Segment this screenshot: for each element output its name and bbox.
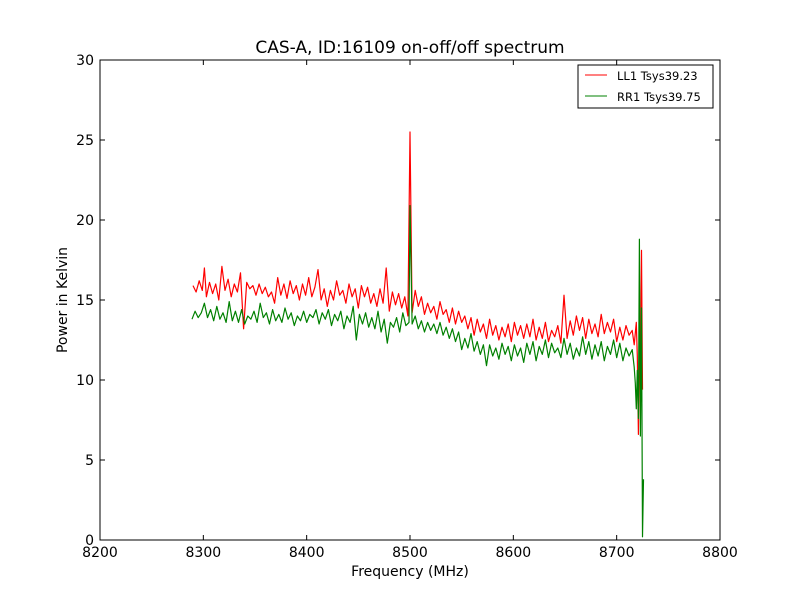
y-tick-label: 5	[85, 453, 94, 469]
x-tick-label: 8700	[599, 545, 635, 561]
series-line-ll1	[192, 131, 644, 435]
y-axis-label: Power in Kelvin	[55, 247, 71, 353]
y-tick-label: 20	[76, 213, 94, 229]
series-line-rr1	[191, 205, 645, 538]
x-tick-label: 8200	[82, 545, 118, 561]
chart-title: CAS-A, ID:16109 on-off/off spectrum	[255, 38, 564, 58]
x-tick-label: 8600	[496, 545, 532, 561]
y-tick-label: 25	[76, 133, 94, 149]
y-tick-label: 30	[76, 53, 94, 69]
legend: LL1 Tsys39.23 RR1 Tsys39.75	[577, 64, 714, 109]
plot-area-frame	[99, 59, 721, 541]
x-tick-label: 8400	[289, 545, 325, 561]
legend-box	[577, 64, 714, 109]
x-tick-label: 8500	[392, 545, 428, 561]
legend-label-rr1: RR1 Tsys39.75	[617, 90, 701, 104]
plot-lines	[191, 131, 645, 538]
y-tick-label: 15	[76, 293, 94, 309]
y-tick-label: 0	[85, 533, 94, 549]
legend-label-ll1: LL1 Tsys39.23	[617, 69, 698, 83]
x-axis-label: Frequency (MHz)	[351, 564, 469, 580]
x-tick-label: 8300	[186, 545, 222, 561]
axis-ticks: 8200 8300 8400 8500 8600 8700 8800 0 5 10 15 20 25 30	[76, 53, 738, 561]
y-tick-label: 10	[76, 373, 94, 389]
x-tick-label: 8800	[702, 545, 738, 561]
